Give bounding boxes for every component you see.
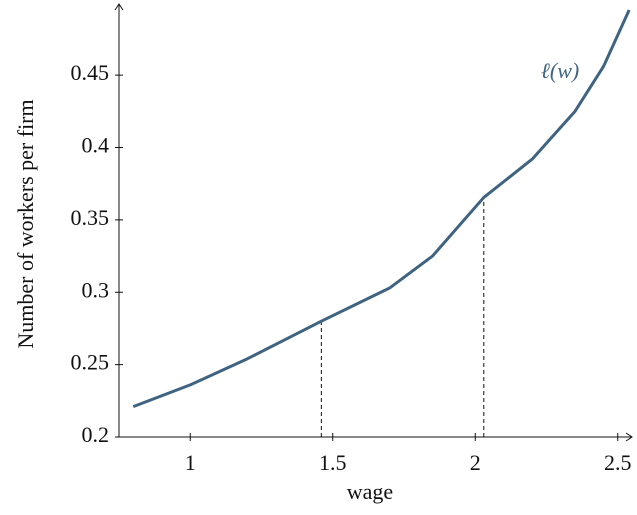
curve-label: ℓ(w): [541, 58, 580, 83]
y-tick-label: 0.25: [71, 350, 110, 375]
x-axis-label: wage: [347, 479, 393, 504]
curve: [132, 9, 631, 409]
x-tick-label: 1.5: [319, 450, 347, 475]
x-axis-arrow: [625, 432, 633, 442]
y-tick-label: 0.2: [82, 422, 110, 447]
x-tick-label: 2.5: [604, 450, 632, 475]
y-tick-label: 0.35: [71, 205, 110, 230]
x-tick-label: 2: [470, 450, 481, 475]
y-axis-arrow: [114, 3, 124, 11]
x-tick-label: 1: [185, 450, 196, 475]
y-tick-label: 0.4: [82, 133, 110, 158]
y-tick-label: 0.3: [82, 277, 110, 302]
y-axis-label: Number of workers per firm: [13, 99, 38, 348]
y-tick-label: 0.45: [71, 60, 110, 85]
